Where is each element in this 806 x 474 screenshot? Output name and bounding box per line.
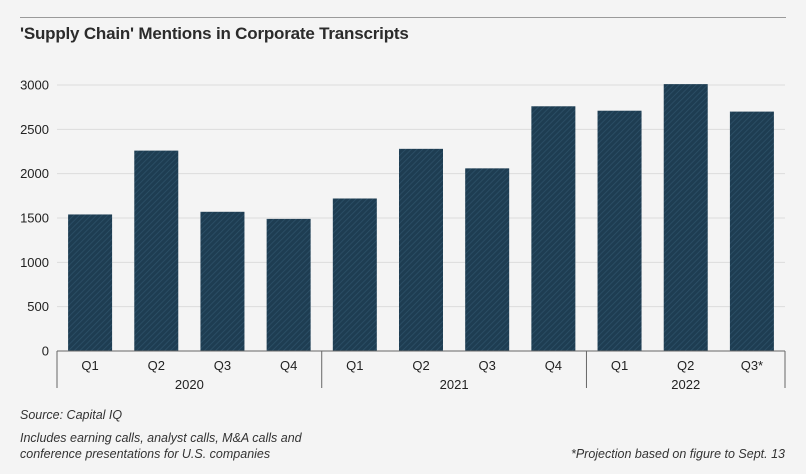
bar xyxy=(68,214,113,351)
x-tick-label: Q3 xyxy=(479,358,496,373)
x-tick-label: Q1 xyxy=(346,358,363,373)
x-tick-label: Q1 xyxy=(81,358,98,373)
y-tick-label: 1500 xyxy=(20,211,49,226)
description-line-2: conference presentations for U.S. compan… xyxy=(20,447,271,461)
y-tick-label: 0 xyxy=(42,344,49,359)
x-tick-label: Q3* xyxy=(741,358,763,373)
x-tick-label: Q4 xyxy=(280,358,297,373)
y-tick-label: 3000 xyxy=(20,78,49,93)
x-tick-label: Q1 xyxy=(611,358,628,373)
y-tick-label: 500 xyxy=(27,299,49,314)
bar xyxy=(332,198,377,351)
source-note: Source: Capital IQ xyxy=(20,408,123,422)
x-tick-label: Q4 xyxy=(545,358,562,373)
x-tick-label: Q2 xyxy=(412,358,429,373)
projection-footnote: *Projection based on figure to Sept. 13 xyxy=(570,447,785,461)
bar xyxy=(663,84,708,351)
description-line-1: Includes earning calls, analyst calls, M… xyxy=(20,431,302,445)
y-tick-label: 1000 xyxy=(20,255,49,270)
group-label: 2022 xyxy=(671,377,700,392)
bar xyxy=(465,168,510,351)
bar xyxy=(729,111,774,351)
y-tick-label: 2000 xyxy=(20,166,49,181)
bar xyxy=(399,148,443,351)
bar xyxy=(531,106,576,351)
chart-title: 'Supply Chain' Mentions in Corporate Tra… xyxy=(20,24,409,43)
bar-chart: 0 500 1000 1500 2000 2500 3000 Q1 Q2 Q3 Q4 Q1 Q2 Q3 Q4… xyxy=(20,78,786,392)
y-tick-label: 2500 xyxy=(20,122,49,137)
bar xyxy=(200,211,245,351)
bar xyxy=(134,150,179,351)
x-tick-label: Q2 xyxy=(677,358,694,373)
x-tick-label: Q3 xyxy=(214,358,231,373)
description-note: Includes earning calls, analyst calls, M… xyxy=(20,430,350,462)
bar xyxy=(597,110,642,351)
bar xyxy=(266,218,311,351)
group-label: 2020 xyxy=(175,377,204,392)
x-tick-label: Q2 xyxy=(148,358,165,373)
group-label: 2021 xyxy=(440,377,469,392)
top-rule xyxy=(20,17,786,18)
